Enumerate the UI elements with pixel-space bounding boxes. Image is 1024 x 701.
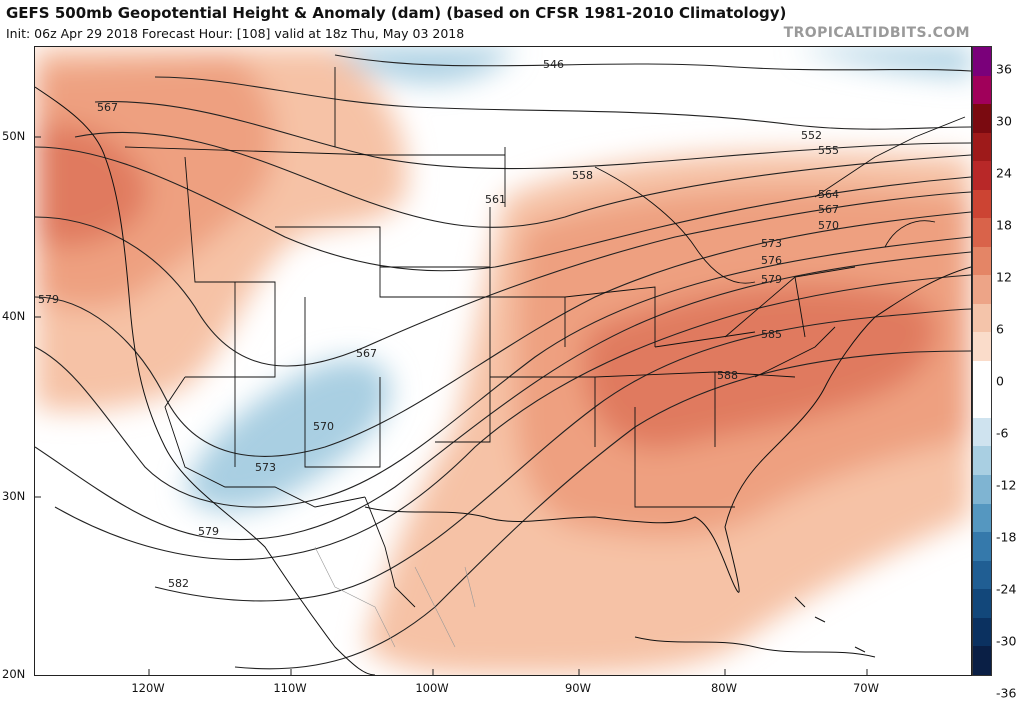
colorbar-segment [973, 389, 991, 418]
colorbar-tick-label: -24 [996, 581, 1017, 597]
contour-label: 582 [168, 577, 189, 590]
colorbar-segment [973, 332, 991, 361]
graticule-ticks [35, 136, 868, 675]
positive-anomaly-east-core [583, 284, 937, 449]
contour-label: 552 [801, 129, 822, 142]
contour-label: 573 [761, 237, 782, 250]
contour-label: 561 [485, 193, 506, 206]
height-contours [35, 54, 971, 670]
colorbar-tick-label: 12 [996, 269, 1012, 285]
positive-anomaly-west-max [35, 124, 147, 247]
colorbar-tick-label: 6 [996, 321, 1004, 337]
lon-label: 70W [852, 681, 880, 695]
lat-label: 40N [2, 309, 26, 323]
colorbar-segment [973, 446, 991, 475]
contour-label: 585 [761, 328, 782, 341]
colorbar-segment [973, 303, 991, 333]
colorbar-tick-label: -6 [996, 425, 1009, 441]
contour-label: 579 [38, 293, 59, 306]
colorbar-tick-label: -18 [996, 529, 1017, 545]
contour-label: 588 [717, 369, 738, 382]
colorbar-tick-label: -12 [996, 477, 1017, 493]
lon-label: 90W [564, 681, 592, 695]
contour-label: 579 [198, 525, 219, 538]
brand-logo[interactable]: TROPICALTIDBITS.COM [783, 25, 970, 41]
contour-label: 564 [818, 188, 839, 201]
negative-anomaly-sw [185, 359, 391, 511]
colorbar-segment [973, 104, 991, 133]
contour-label: 558 [572, 169, 593, 182]
contour-label: 573 [255, 461, 276, 474]
map-canvas: 546 552 555 558 561 564 567 567 567 570 … [35, 47, 971, 675]
colorbar-segment [973, 560, 991, 590]
contour-label: 570 [818, 219, 839, 232]
colorbar-tick-label: -36 [996, 685, 1017, 701]
colorbar-segment [973, 75, 991, 105]
lon-label: 110W [273, 681, 307, 695]
contour-label: 546 [543, 58, 564, 71]
colorbar-segment [973, 360, 991, 390]
colorbar-segment [973, 132, 991, 162]
colorbar-segment [973, 503, 991, 533]
contour-label: 579 [761, 273, 782, 286]
lon-label: 120W [131, 681, 165, 695]
mexico-borders [314, 546, 476, 648]
lat-label: 20N [2, 667, 26, 681]
colorbar-segment [973, 589, 991, 618]
colorbar-tick-label: 0 [996, 373, 1004, 389]
lon-label: 80W [710, 681, 738, 695]
positive-anomaly-west-core [35, 57, 275, 309]
colorbar-segment [973, 218, 991, 247]
contour-label: 567 [97, 101, 118, 114]
colorbar-segment [973, 189, 991, 219]
lat-label: 50N [2, 129, 26, 143]
colorbar-tick-label: 24 [996, 165, 1012, 181]
coastlines [35, 86, 971, 675]
colorbar-tick-label: 36 [996, 61, 1012, 77]
map-panel[interactable]: 546 552 555 558 561 564 567 567 567 570 … [34, 46, 972, 676]
colorbar-tick-label: 30 [996, 113, 1012, 129]
contour-label: 576 [761, 254, 782, 267]
colorbar-segment [973, 417, 991, 447]
colorbar-segment [973, 47, 991, 76]
negative-anomaly-ne [795, 47, 971, 77]
map-title: GEFS 500mb Geopotential Height & Anomaly… [6, 4, 787, 22]
anomaly-shading [35, 47, 971, 675]
colorbar-segment [973, 275, 991, 304]
contour-label: 555 [818, 144, 839, 157]
lat-label: 30N [2, 489, 26, 503]
colorbar-segment [973, 617, 991, 647]
colorbar-segment [973, 646, 991, 675]
contour-label: 567 [818, 203, 839, 216]
colorbar-tick-label: -30 [996, 633, 1017, 649]
header: GEFS 500mb Geopotential Height & Anomaly… [0, 0, 1024, 44]
map-subtitle: Init: 06z Apr 29 2018 Forecast Hour: [10… [6, 26, 465, 41]
colorbar-segment [973, 532, 991, 561]
colorbar-segment [973, 474, 991, 504]
anomaly-colorbar [972, 46, 992, 676]
colorbar-tick-label: 18 [996, 217, 1012, 233]
colorbar-segment [973, 161, 991, 190]
contour-label: 570 [313, 420, 334, 433]
political-borders [124, 67, 966, 608]
colorbar-segment [973, 246, 991, 276]
contour-labels: 546 552 555 558 561 564 567 567 567 570 … [38, 58, 839, 590]
contour-label: 567 [356, 347, 377, 360]
lon-label: 100W [415, 681, 449, 695]
